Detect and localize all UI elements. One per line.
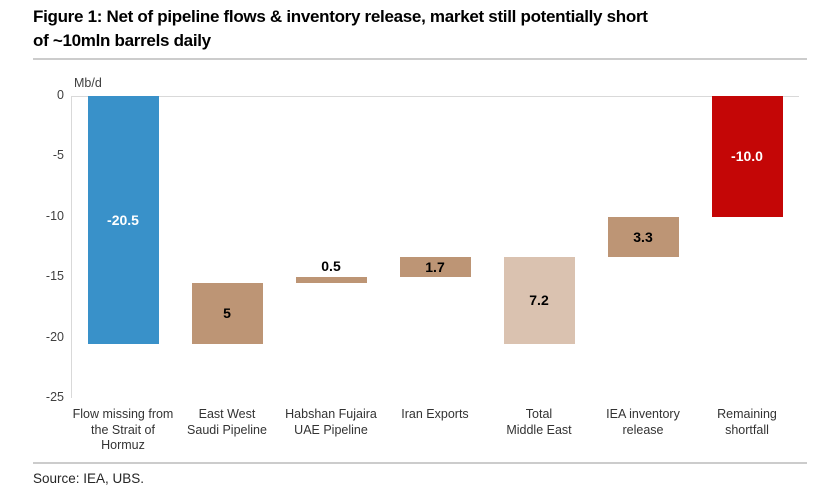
y-axis-tick-label: -5: [52, 148, 64, 163]
bar-value-label: 5: [223, 305, 231, 322]
y-axis-tick-label: -20: [45, 329, 64, 344]
bar-7: [711, 96, 783, 217]
bar-value-label: 7.2: [529, 292, 549, 309]
x-axis-category-label: Remaining shortfall: [717, 407, 777, 437]
x-axis-category-label: Total Middle East: [506, 407, 572, 437]
x-axis-category-label: Iran Exports: [401, 407, 469, 421]
y-axis-tick-label: 0: [57, 88, 64, 102]
bar-6: [607, 216, 679, 257]
x-axis-category-label: Flow missing from the Strait of Hormuz: [72, 407, 174, 452]
title-divider: [33, 58, 807, 60]
figure-title: Figure 1: Net of pipeline flows & invent…: [33, 7, 648, 50]
bar-2: [191, 283, 263, 344]
bar-value-label: -10.0: [731, 148, 763, 165]
source-text: Source: IEA, UBS.: [33, 471, 145, 486]
y-axis-tick-label: -25: [45, 390, 64, 404]
bar-value-label: 1.7: [425, 258, 445, 275]
zero-gridline: [71, 96, 799, 97]
bar-5: [503, 256, 575, 344]
bar-4: [399, 256, 471, 278]
source-divider: [33, 462, 807, 464]
bar-3: [295, 277, 367, 284]
bar-1: [87, 96, 159, 344]
x-axis-category-label: Habshan Fujaira UAE Pipeline: [285, 407, 377, 437]
bar-value-label: 3.3: [633, 228, 653, 245]
x-axis-category-label: IEA inventory release: [606, 407, 680, 437]
x-axis-category-label: East West Saudi Pipeline: [187, 407, 267, 437]
y-axis-unit-label: Mb/d: [74, 76, 102, 90]
y-axis-tick-label: -10: [45, 208, 64, 223]
y-axis-line: [71, 96, 72, 398]
y-axis-tick-label: -15: [45, 269, 64, 284]
bar-value-label: 0.5: [321, 258, 341, 275]
bar-value-label: -20.5: [107, 211, 139, 228]
